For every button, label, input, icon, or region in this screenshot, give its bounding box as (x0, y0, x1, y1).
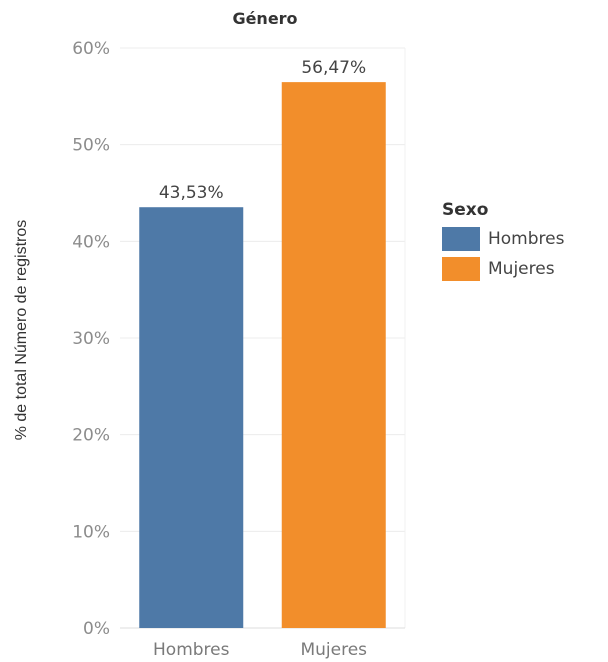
y-tick-label: 20% (72, 426, 110, 446)
data-labels: 43,53% 56,47% (159, 58, 366, 203)
bars (139, 82, 386, 628)
legend-title: Sexo (442, 200, 489, 220)
bar-hombres (139, 207, 244, 628)
legend-label: Hombres (488, 229, 565, 249)
y-tick-label: 10% (72, 522, 110, 542)
legend: Sexo Hombres Mujeres (442, 200, 564, 284)
y-tick-label: 0% (83, 619, 110, 639)
y-tick-label: 40% (72, 232, 110, 252)
y-axis-label: % de total Número de registros (13, 220, 30, 441)
data-label: 43,53% (159, 183, 224, 203)
data-label: 56,47% (301, 58, 366, 78)
y-axis-ticks: 0% 10% 20% 30% 40% 50% 60% (72, 39, 110, 639)
legend-label: Mujeres (488, 259, 555, 279)
x-category-label: Hombres (153, 640, 230, 660)
chart-title: Género (232, 9, 297, 28)
legend-item: Hombres (442, 224, 564, 254)
legend-swatch (442, 257, 480, 281)
y-tick-label: 50% (72, 136, 110, 156)
legend-items: Hombres Mujeres (442, 224, 564, 284)
y-tick-label: 60% (72, 39, 110, 59)
legend-item: Mujeres (442, 254, 564, 284)
legend-swatch (442, 227, 480, 251)
x-axis-categories: Hombres Mujeres (153, 640, 367, 660)
y-tick-label: 30% (72, 329, 110, 349)
bar-mujeres (281, 82, 386, 628)
x-category-label: Mujeres (300, 640, 367, 660)
